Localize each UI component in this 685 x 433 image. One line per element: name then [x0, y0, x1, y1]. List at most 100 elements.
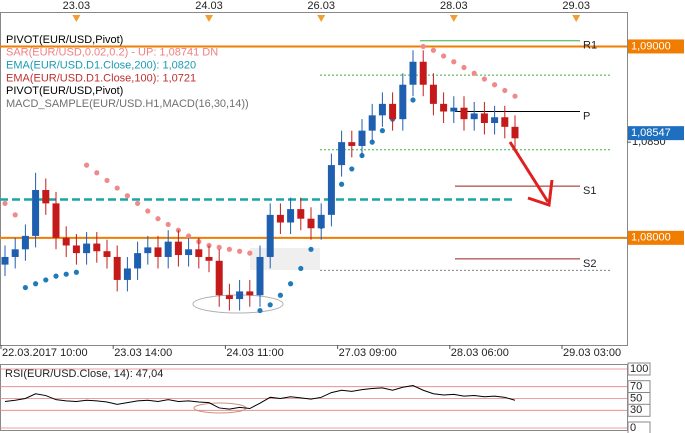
candle-body [501, 117, 509, 127]
level-price-label: 1,09000 [631, 40, 671, 52]
candle-body [123, 268, 131, 280]
candle-body [317, 214, 325, 229]
candle-body [450, 107, 458, 112]
day-marker [317, 15, 326, 22]
candle-body [389, 103, 397, 120]
sar-dot [247, 250, 253, 256]
day-marker-label: 24.03 [195, 0, 223, 12]
candle-body [42, 189, 50, 204]
candle-body [113, 256, 121, 280]
current-price-label: 1,08547 [631, 127, 671, 139]
rsi-label: RSI(EUR/USD.Close, 14): 47,04 [5, 368, 163, 380]
day-marker-label: 26.03 [307, 0, 335, 12]
x-tick-label: 24.03 11:00 [226, 347, 283, 359]
trend-arrow [508, 141, 554, 208]
sar-dot [481, 76, 487, 82]
candle-body [409, 61, 417, 85]
level-price-box [628, 39, 684, 54]
sar-dot [288, 281, 294, 287]
sar-dot [379, 128, 385, 134]
sar-dot [43, 277, 49, 283]
level-price-label: 1,08000 [631, 232, 671, 244]
sar-dot [165, 221, 171, 228]
pivot-label: R1 [583, 40, 597, 52]
x-tick-label: 22.03.2017 10:00 [2, 347, 88, 359]
sar-dot [22, 284, 28, 291]
sar-dot [175, 227, 181, 233]
arrow-shaft [508, 141, 550, 203]
rsi-tick-label: 30 [630, 404, 642, 416]
candle-body [21, 235, 29, 250]
rsi-tick-box [627, 403, 651, 417]
candle-body [185, 249, 193, 256]
candle-body [287, 209, 295, 223]
sar-dot [441, 53, 447, 59]
legend-entry: EMA(EUR/USD.D1.Close,200): 1,0820 [6, 60, 196, 72]
candle-body [225, 295, 233, 300]
sar-dot [298, 265, 304, 272]
day-marker-label: 29.03 [562, 0, 590, 12]
candle-body [470, 113, 478, 120]
candle-body [93, 243, 101, 252]
candle-body [378, 103, 386, 116]
x-tick-label: 23.03 14:00 [114, 347, 172, 359]
candle-body [440, 103, 448, 112]
rsi-tick-label: 70 [630, 381, 642, 393]
candle-body [154, 247, 162, 257]
candle-body [11, 249, 19, 257]
rsi-tick-label: 0 [630, 422, 636, 433]
sar-dot [512, 93, 518, 99]
sar-dot [114, 185, 120, 191]
sar-dot [94, 170, 100, 176]
sar-dot [471, 70, 477, 76]
candle-body [327, 165, 335, 215]
candle-body [32, 189, 40, 236]
candle-body [266, 214, 274, 257]
sar-dot [84, 162, 90, 168]
candle-body [164, 241, 172, 257]
rsi-line [4, 385, 516, 410]
candle-body [174, 241, 182, 256]
day-marker-label: 28.03 [440, 0, 468, 12]
sar-dot [135, 200, 141, 206]
sar-dot [237, 248, 243, 254]
sar-dot [502, 87, 508, 94]
sar-dot [186, 233, 192, 239]
sar-dot [277, 292, 283, 298]
sar-dot [12, 212, 18, 218]
sar-dot [349, 166, 355, 172]
candle-body [358, 130, 366, 146]
day-marker [205, 15, 213, 22]
sar-dot [339, 181, 345, 187]
pivot-label: P [583, 110, 590, 122]
candle-body [480, 113, 488, 123]
candle-body [276, 214, 284, 223]
sar-dot [308, 246, 314, 252]
legend-entry: SAR(EUR/USD,0.02,0.2) - UP: 1,08741 DN [6, 47, 218, 59]
candle-body [62, 237, 70, 246]
candle-body [307, 218, 315, 229]
sar-dot [104, 177, 110, 184]
candle-body [144, 247, 152, 254]
legend-entry: PIVOT(EUR/USD,Pivot) [6, 85, 123, 97]
candle-body [236, 291, 244, 300]
sar-dot [420, 43, 426, 50]
candle-body [297, 209, 305, 219]
x-tick-label: 29.03 03:00 [563, 347, 621, 359]
candle-body [348, 142, 356, 146]
level-price-box [628, 230, 684, 245]
sar-dot [155, 216, 161, 222]
legend-entry: PIVOT(EUR/USD,Pivot) [6, 34, 123, 46]
candle-body [460, 107, 468, 120]
sar-dot [451, 59, 457, 65]
sar-dot [226, 246, 232, 252]
sar-dot [492, 82, 498, 88]
candle-body [338, 142, 346, 166]
rsi-tick-label: 50 [630, 392, 642, 404]
candle-body [134, 253, 142, 269]
candle-body [52, 203, 60, 238]
candle-body [103, 251, 111, 257]
day-marker [72, 15, 81, 22]
